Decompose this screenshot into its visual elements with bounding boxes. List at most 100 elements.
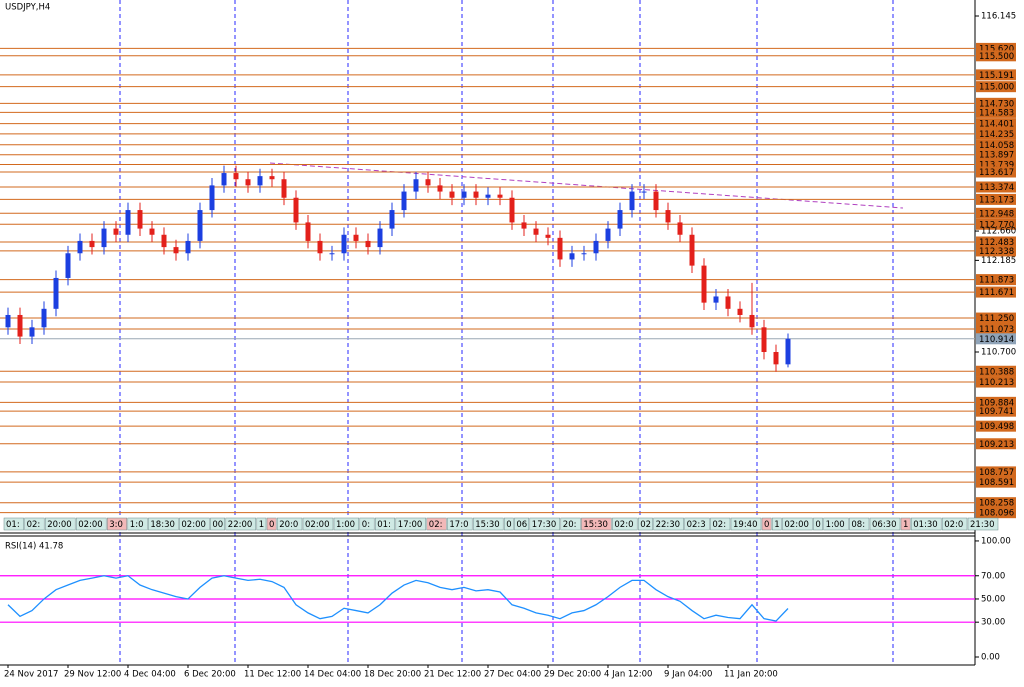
candle-body <box>233 173 239 180</box>
time-box-label: 06:30 <box>872 520 897 530</box>
candle-body <box>497 194 503 198</box>
level-label: 115.000 <box>979 83 1014 93</box>
level-label: 108.591 <box>979 478 1014 488</box>
time-box <box>256 517 267 531</box>
level-label-box <box>976 181 1016 193</box>
level-label-box <box>976 128 1016 140</box>
candle-body <box>293 197 299 223</box>
time-box-label: 08: <box>851 520 865 530</box>
time-box-label: 02:00 <box>78 520 103 530</box>
candle-body <box>185 240 191 254</box>
candle-body <box>413 179 419 192</box>
candle-body <box>749 314 755 328</box>
time-box-label: 02:0 <box>944 520 963 530</box>
level-label-box <box>976 396 1016 408</box>
level-label: 112.483 <box>979 238 1014 248</box>
level-label: 113.617 <box>979 168 1014 178</box>
candle-body <box>773 352 779 365</box>
candle-body <box>617 210 623 229</box>
time-box-label: 21:30 <box>970 520 995 530</box>
level-label-box <box>976 365 1016 377</box>
time-box <box>900 517 911 531</box>
x-tick-label: 4 Dec 04:00 <box>124 670 176 680</box>
level-label-box <box>976 218 1016 230</box>
time-box-label: 1:00 <box>336 520 355 530</box>
level-label-box <box>976 274 1016 286</box>
level-label: 114.583 <box>979 108 1014 118</box>
level-label: 113.897 <box>979 151 1014 161</box>
time-box <box>637 517 653 531</box>
time-box <box>910 517 942 531</box>
level-label-box <box>976 69 1016 81</box>
candle-body <box>329 253 335 255</box>
candle-body <box>713 296 719 303</box>
level-label: 115.500 <box>979 52 1014 62</box>
level-label-box <box>976 207 1016 219</box>
level-label: 112.770 <box>979 220 1014 230</box>
time-box-label: 22:30 <box>656 520 681 530</box>
rsi-line <box>7 575 789 622</box>
level-label-box <box>976 139 1016 151</box>
candle-body <box>281 179 287 198</box>
trend-line <box>269 162 904 209</box>
candle-body <box>521 222 527 229</box>
time-box-label: 02:3 <box>687 520 706 530</box>
candle-body <box>269 176 275 180</box>
time-box-label: 0: <box>362 520 370 530</box>
candle-body <box>137 210 143 229</box>
level-label: 113.739 <box>979 160 1014 170</box>
time-box <box>581 517 612 531</box>
separators <box>119 0 894 665</box>
candle-body <box>305 222 311 241</box>
candle-body <box>701 265 707 303</box>
time-box <box>225 517 257 531</box>
time-box <box>210 517 226 531</box>
level-label: 114.058 <box>979 141 1014 151</box>
time-box-label: 1 <box>774 520 779 530</box>
candle-body <box>101 228 107 248</box>
candle-body <box>725 296 731 309</box>
x-tick-label: 24 Nov 2017 <box>4 670 58 680</box>
level-label: 109.498 <box>979 422 1014 432</box>
time-box <box>967 517 999 531</box>
time-box <box>44 517 76 531</box>
candle-body <box>89 240 95 248</box>
time-box <box>472 517 504 531</box>
level-label-box <box>976 323 1016 335</box>
level-label-box <box>976 438 1016 450</box>
time-box <box>148 517 179 531</box>
chart-title: USDJPY,H4 <box>5 3 50 13</box>
level-label-box <box>976 50 1016 62</box>
level-label: 110.388 <box>979 367 1014 377</box>
candle-body <box>317 240 323 254</box>
x-tick-label: 21 Dec 12:00 <box>424 670 481 680</box>
time-box-label: 15:30 <box>475 520 500 530</box>
time-box-label: 0 <box>506 520 511 530</box>
level-label: 108.096 <box>979 509 1014 519</box>
x-tick-label: 29 Nov 12:00 <box>64 670 121 680</box>
candle-body <box>461 191 467 198</box>
candle-body <box>65 253 71 278</box>
candle-body <box>365 240 371 248</box>
time-box-label: 1:0 <box>130 520 144 530</box>
time-box-label: 02: <box>429 520 443 530</box>
level-label-box <box>976 466 1016 478</box>
time-box-label: 15:30 <box>583 520 608 530</box>
candle-body <box>473 191 479 198</box>
candle-body <box>77 240 83 254</box>
time-box-label: 22:00 <box>228 520 253 530</box>
time-box <box>813 517 823 531</box>
time-box <box>730 517 762 531</box>
candle-body <box>197 210 203 241</box>
time-box-label: 06 <box>516 520 527 530</box>
candle-body <box>389 210 395 229</box>
time-box <box>426 517 447 531</box>
candle-body <box>629 191 635 211</box>
candle-body <box>785 338 791 365</box>
candle-body <box>737 308 743 315</box>
candle-body <box>5 314 11 328</box>
candle-body <box>401 191 407 211</box>
candle-body <box>533 228 539 235</box>
time-box <box>653 517 684 531</box>
